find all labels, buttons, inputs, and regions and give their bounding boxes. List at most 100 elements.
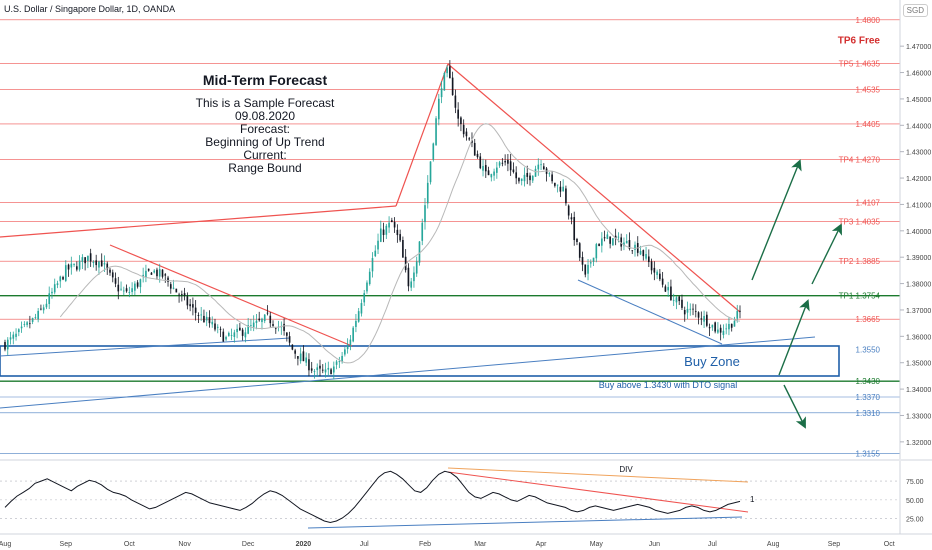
candle-body xyxy=(581,257,584,265)
candle-body xyxy=(134,283,136,291)
candle-body xyxy=(344,349,346,355)
candle-body xyxy=(84,257,86,264)
candle-body xyxy=(225,336,227,340)
candle-body xyxy=(100,260,103,267)
level-label: 1.4405 xyxy=(856,120,881,129)
currency-badge[interactable]: SGD xyxy=(902,4,928,17)
time-tick-label: Nov xyxy=(178,541,191,548)
candle-body xyxy=(175,288,178,293)
candle-body xyxy=(584,264,587,275)
level-label: 1.3550 xyxy=(856,346,881,355)
candle-body xyxy=(534,168,537,177)
candle-body xyxy=(476,153,479,158)
candle-body xyxy=(95,260,98,266)
candle-body xyxy=(529,175,531,181)
candle-body xyxy=(719,327,722,333)
candle-body xyxy=(714,322,716,332)
price-axis[interactable]: 1.47000 1.46000 1.45000 1.44000 1.43000 1.420… xyxy=(899,0,931,459)
candle-body xyxy=(145,270,147,278)
candle-body xyxy=(728,323,730,330)
oscillator-trendlines xyxy=(307,467,749,529)
candle-body xyxy=(493,171,495,176)
osc-support-trendline xyxy=(307,516,743,529)
candle-body xyxy=(263,314,266,322)
level-label: 1.3430 xyxy=(856,377,881,386)
price-tick-label: 1.43000 xyxy=(906,150,931,157)
candle-body xyxy=(595,244,598,259)
candle-body xyxy=(15,333,17,337)
candle-body xyxy=(230,335,233,336)
candle-body xyxy=(92,261,95,264)
candle-body xyxy=(109,269,111,273)
candle-body xyxy=(598,243,600,247)
candle-body xyxy=(706,314,708,326)
candle-body xyxy=(227,332,230,336)
candle-body xyxy=(402,240,404,258)
candle-body xyxy=(642,250,645,257)
candle-body xyxy=(59,276,62,282)
candle-body xyxy=(219,328,222,330)
candle-body xyxy=(548,173,551,175)
candle-body xyxy=(606,234,609,239)
candle-body xyxy=(56,283,59,286)
candle-body xyxy=(26,322,28,325)
price-tick-label: 1.35000 xyxy=(906,361,931,368)
candle-body xyxy=(567,205,570,216)
level-label: 1.4800 xyxy=(856,16,881,25)
candle-body xyxy=(103,263,106,265)
candle-body xyxy=(717,329,719,333)
candle-body xyxy=(418,241,421,263)
candlestick-series xyxy=(4,60,741,380)
candle-body xyxy=(258,318,261,321)
time-axis[interactable]: Jul Aug Sep Oct Nov Dec 2020 Feb Mar Apr May Jun Jul… xyxy=(0,533,932,548)
buy-zone-label: Buy Zone xyxy=(684,354,740,369)
candle-body xyxy=(269,315,272,324)
candle-body xyxy=(125,288,128,292)
candle-body xyxy=(443,73,446,91)
candle-body xyxy=(321,369,324,371)
candle-body xyxy=(241,329,244,336)
candle-body xyxy=(12,334,15,339)
candle-body xyxy=(689,308,692,310)
candle-body xyxy=(288,336,291,343)
osc-tick-label: 50.00 xyxy=(906,498,924,505)
forecast-arrow-up-2 xyxy=(811,223,842,285)
candle-body xyxy=(319,365,321,369)
candle-body xyxy=(192,304,194,308)
candle-body xyxy=(457,109,459,119)
candle-body xyxy=(565,188,567,204)
forecast-line-1: This is a Sample Forecast xyxy=(195,96,335,110)
osc-upper-trendline xyxy=(447,467,749,483)
candle-body xyxy=(37,310,39,320)
candle-body xyxy=(338,361,341,363)
candle-body xyxy=(34,317,37,319)
price-tick-label: 1.44000 xyxy=(906,123,931,130)
candle-body xyxy=(261,318,263,323)
candle-body xyxy=(67,264,70,270)
osc-tick-label: 75.00 xyxy=(906,479,924,486)
candle-body xyxy=(703,315,705,322)
candle-body xyxy=(733,320,736,327)
forecast-title: Mid-Term Forecast xyxy=(202,72,328,88)
candle-body xyxy=(51,291,53,294)
time-tick-label: Jun xyxy=(649,541,660,548)
candle-body xyxy=(672,299,675,301)
candle-body xyxy=(128,292,131,294)
time-tick-label: Jul xyxy=(360,541,369,548)
time-tick-label: Oct xyxy=(884,541,895,548)
candle-body xyxy=(678,296,681,302)
candle-body xyxy=(203,315,205,323)
candle-body xyxy=(664,286,667,292)
candle-body xyxy=(576,239,578,243)
candle-body xyxy=(327,367,330,370)
candle-body xyxy=(385,225,388,235)
candle-body xyxy=(410,281,413,288)
candle-body xyxy=(542,166,545,170)
candle-body xyxy=(310,368,313,371)
level-label: TP3 1.4035 xyxy=(839,218,881,227)
level-label: 1.3310 xyxy=(856,409,881,418)
level-label: TP5 1.4635 xyxy=(839,59,881,68)
candle-body xyxy=(694,311,697,313)
time-tick-label: Feb xyxy=(419,541,431,548)
candle-body xyxy=(324,369,327,373)
